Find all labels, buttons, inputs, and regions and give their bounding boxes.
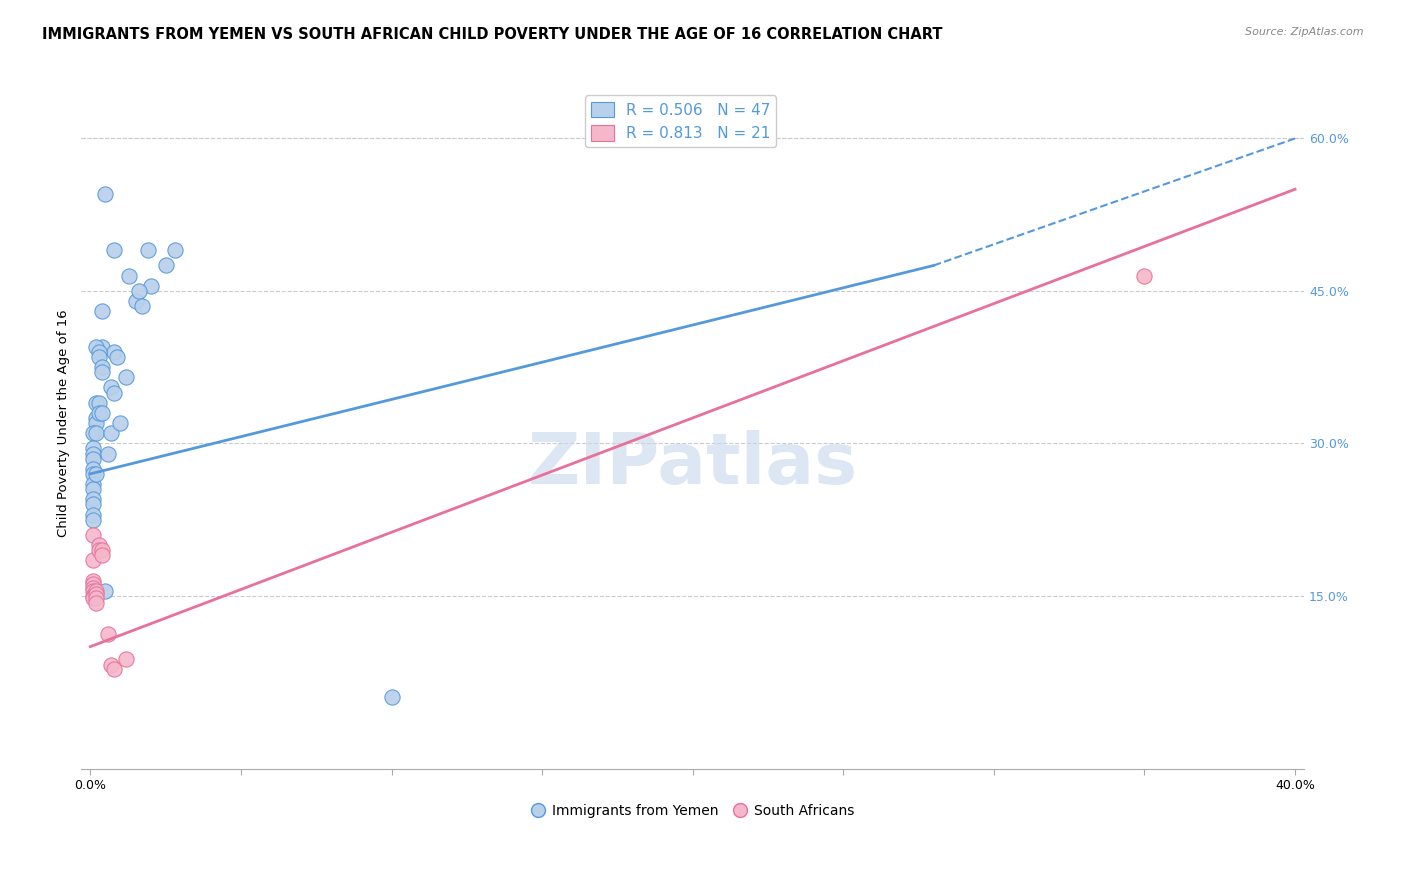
Point: [82, 591, 104, 605]
Point: [100, 657, 122, 672]
Point: [94, 187, 117, 202]
Point: [82, 581, 104, 595]
Point: [115, 652, 138, 666]
Point: [91, 548, 114, 562]
Point: [91, 543, 114, 558]
Point: [94, 583, 117, 598]
Point: [91, 340, 114, 354]
Point: [82, 477, 104, 491]
Point: [82, 497, 104, 511]
Point: [110, 416, 132, 430]
Point: [115, 370, 138, 384]
Point: [97, 627, 120, 641]
Point: [82, 553, 104, 567]
Text: ZIPatlas: ZIPatlas: [527, 430, 858, 499]
Point: [91, 365, 114, 379]
Point: [82, 528, 104, 542]
Point: [1133, 268, 1156, 283]
Text: Source: ZipAtlas.com: Source: ZipAtlas.com: [1246, 27, 1364, 37]
Point: [82, 583, 104, 598]
Point: [136, 244, 159, 258]
Point: [380, 690, 402, 705]
Point: [89, 406, 111, 420]
Point: [82, 492, 104, 507]
Point: [89, 395, 111, 409]
Point: [82, 467, 104, 481]
Point: [86, 583, 108, 598]
Point: [100, 380, 122, 394]
Point: [82, 574, 104, 588]
Legend: Immigrants from Yemen, South Africans: Immigrants from Yemen, South Africans: [526, 798, 859, 824]
Point: [86, 340, 108, 354]
Point: [91, 406, 114, 420]
Point: [103, 344, 125, 359]
Point: [163, 244, 186, 258]
Y-axis label: Child Poverty Under the Age of 16: Child Poverty Under the Age of 16: [58, 310, 70, 537]
Point: [91, 360, 114, 375]
Point: [86, 596, 108, 610]
Point: [100, 426, 122, 441]
Point: [82, 462, 104, 476]
Point: [82, 576, 104, 591]
Point: [91, 304, 114, 318]
Point: [86, 591, 108, 605]
Point: [155, 259, 177, 273]
Point: [82, 451, 104, 466]
Point: [124, 294, 146, 309]
Point: [128, 284, 150, 298]
Point: [89, 344, 111, 359]
Point: [82, 508, 104, 522]
Point: [82, 589, 104, 603]
Point: [139, 278, 162, 293]
Point: [89, 538, 111, 552]
Point: [131, 299, 153, 313]
Point: [103, 662, 125, 676]
Point: [82, 512, 104, 526]
Point: [118, 268, 141, 283]
Point: [89, 543, 111, 558]
Point: [82, 482, 104, 496]
Point: [89, 350, 111, 364]
Point: [103, 244, 125, 258]
Point: [82, 426, 104, 441]
Point: [86, 411, 108, 425]
Text: IMMIGRANTS FROM YEMEN VS SOUTH AFRICAN CHILD POVERTY UNDER THE AGE OF 16 CORRELA: IMMIGRANTS FROM YEMEN VS SOUTH AFRICAN C…: [42, 27, 942, 42]
Point: [107, 350, 129, 364]
Point: [86, 587, 108, 601]
Point: [82, 442, 104, 456]
Point: [103, 385, 125, 400]
Point: [97, 446, 120, 460]
Point: [86, 395, 108, 409]
Point: [86, 426, 108, 441]
Point: [82, 446, 104, 460]
Point: [86, 467, 108, 481]
Point: [86, 416, 108, 430]
